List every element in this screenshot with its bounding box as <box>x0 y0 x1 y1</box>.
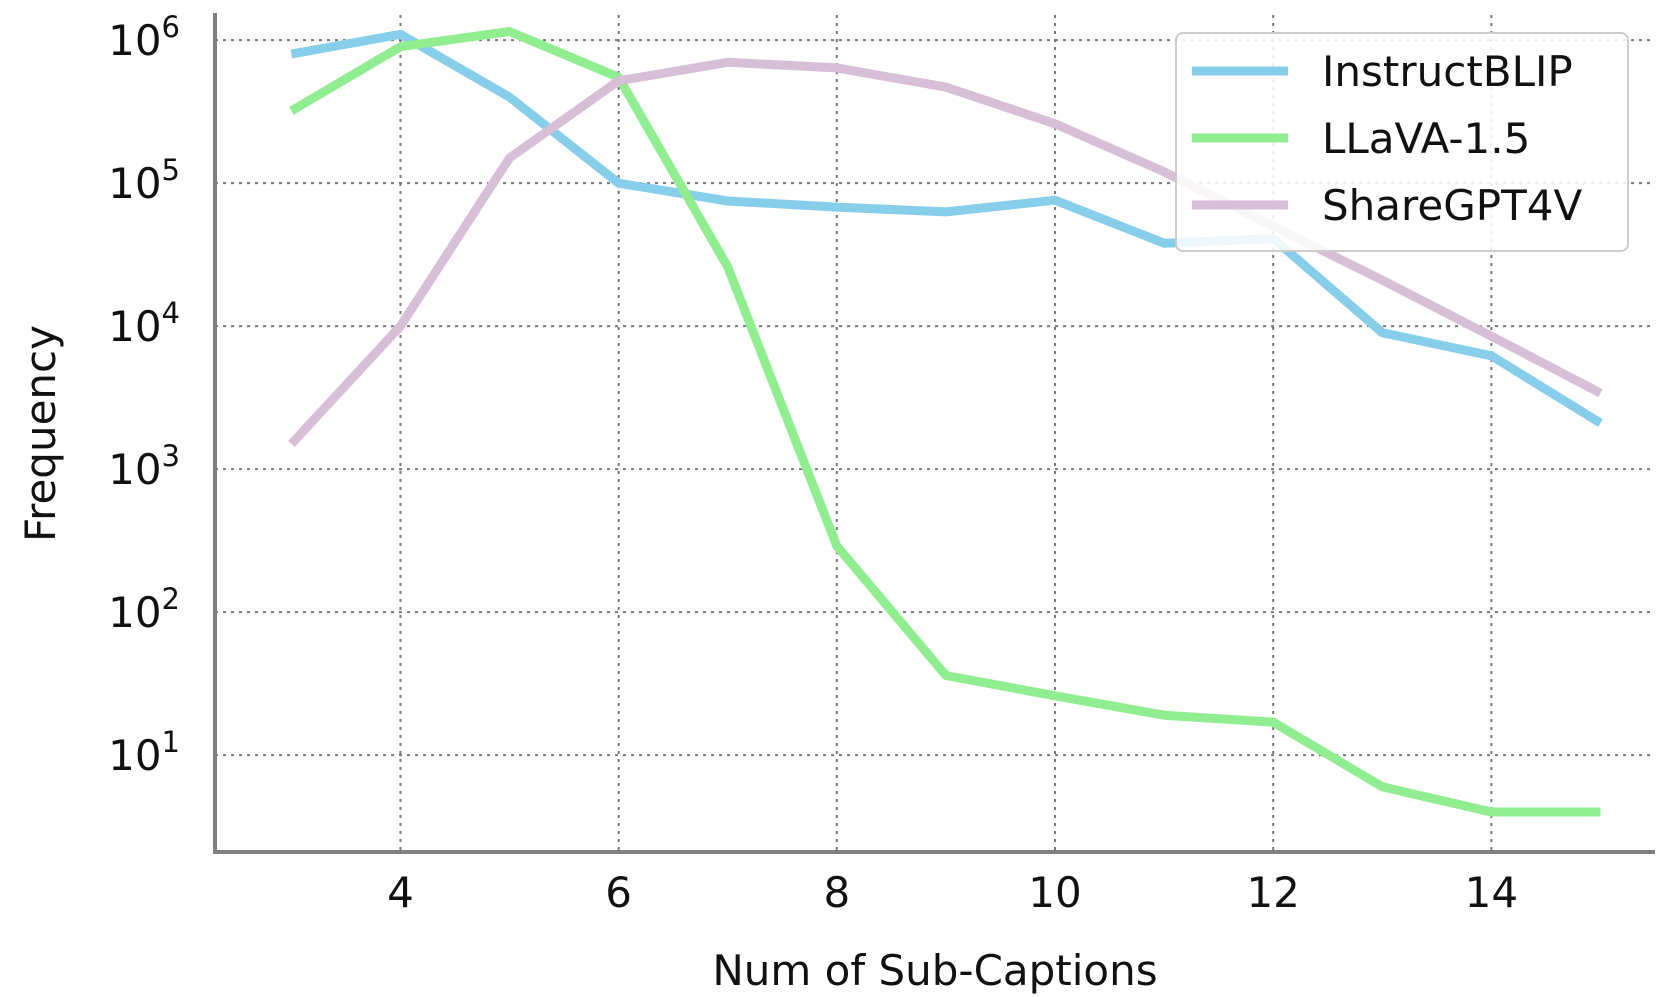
axes <box>213 13 1655 854</box>
y-tick-label: 104 <box>108 296 180 351</box>
series-line-sharegpt4v <box>288 57 1603 447</box>
legend: InstructBLIP LLaVA-1.5 ShareGPT4V <box>1175 32 1629 252</box>
x-tick-label: 8 <box>823 868 850 917</box>
y-tick-label: 102 <box>108 582 180 637</box>
legend-label-sharegpt4v: ShareGPT4V <box>1322 181 1582 230</box>
series-line-instructblip <box>290 29 1603 427</box>
legend-label-llava-1-5: LLaVA-1.5 <box>1322 114 1530 163</box>
series-line-llava-1-5 <box>289 27 1601 817</box>
x-tick-label: 10 <box>1028 868 1081 917</box>
series-lines <box>288 27 1603 817</box>
legend-box <box>1175 32 1629 252</box>
y-tick-label: 105 <box>108 153 180 208</box>
legend-label-instructblip: InstructBLIP <box>1322 47 1573 96</box>
x-tick-label: 4 <box>387 868 414 917</box>
y-axis-title: Frequency <box>16 325 65 542</box>
x-tick-label: 14 <box>1465 868 1518 917</box>
y-tick-label: 103 <box>108 439 180 494</box>
y-tick-label: 106 <box>108 10 180 65</box>
x-tick-label: 6 <box>605 868 632 917</box>
x-tick-label: 12 <box>1246 868 1299 917</box>
x-axis-title: Num of Sub-Captions <box>712 946 1157 995</box>
tick-labels: 4 6 8 10 12 14 101 102 103 104 105 106 <box>108 10 1518 917</box>
y-tick-label: 101 <box>108 725 180 780</box>
